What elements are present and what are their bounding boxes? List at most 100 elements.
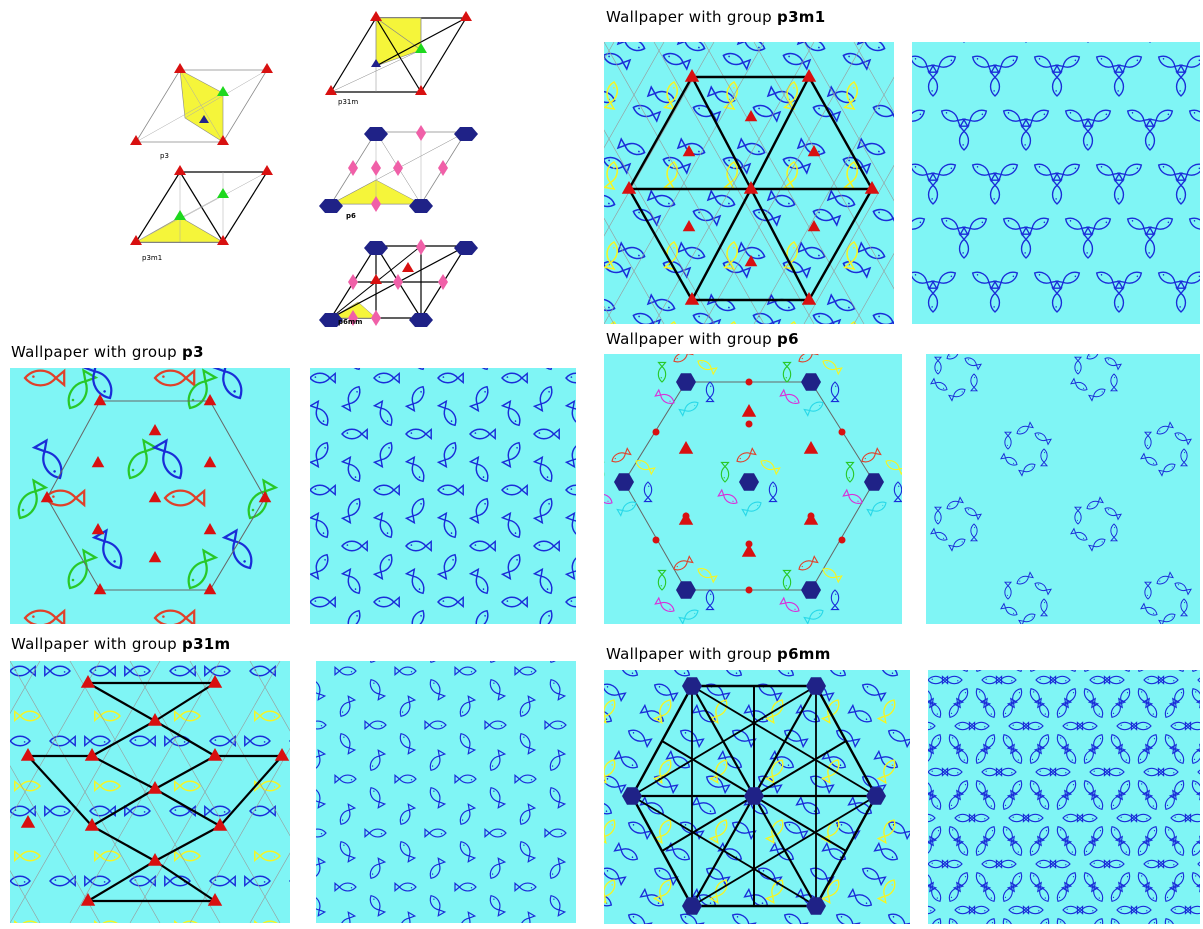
fish-motif xyxy=(484,827,507,839)
fish-motif xyxy=(830,589,840,611)
fish-motif xyxy=(151,438,183,480)
fish-motif xyxy=(948,697,965,718)
fish-motif xyxy=(779,596,800,612)
fish-motif xyxy=(652,879,672,905)
rotation-center-triangle xyxy=(678,441,694,454)
fish-motif xyxy=(940,109,966,129)
rotation-center-hexagon xyxy=(739,473,759,491)
fish-motif xyxy=(394,881,417,893)
fish-motif xyxy=(928,826,942,847)
fish-motif xyxy=(394,665,417,677)
fish-motif xyxy=(928,670,938,672)
fish-motif xyxy=(993,163,1019,183)
fish-motif xyxy=(1089,859,1111,869)
fish-motif xyxy=(1002,109,1028,129)
fish-motif xyxy=(1110,789,1127,810)
fish-motif xyxy=(1088,538,1106,552)
fish-motif xyxy=(697,360,718,376)
fish-motif xyxy=(952,780,969,801)
rotation-center-triangle xyxy=(20,748,36,761)
fish-motif xyxy=(1114,872,1131,893)
fish-motif xyxy=(1029,743,1046,764)
fish-motif xyxy=(316,720,327,730)
fish-motif xyxy=(519,840,537,863)
fish-motif xyxy=(975,872,992,893)
fish-motif xyxy=(373,595,400,609)
fish-motif xyxy=(468,455,489,483)
fish-motif xyxy=(952,670,969,672)
fish-motif xyxy=(44,804,71,818)
rotation-center-triangle xyxy=(91,523,105,535)
fish-motif xyxy=(969,523,979,542)
fish-motif xyxy=(928,721,936,731)
fish-motif xyxy=(971,271,997,291)
fish-motif xyxy=(652,699,672,725)
fish-motif xyxy=(339,732,357,755)
fish-motif xyxy=(405,539,432,553)
fish-motif xyxy=(1060,670,1077,672)
section-title-p31m: Wallpaper with group p31m xyxy=(11,635,230,653)
fish-motif xyxy=(1003,431,1013,450)
fish-motif xyxy=(372,553,393,581)
fish-motif xyxy=(1195,881,1200,902)
fish-motif xyxy=(1170,721,1192,731)
fish-motif xyxy=(979,881,996,902)
fish-motif xyxy=(948,734,965,755)
fish-motif xyxy=(429,678,447,701)
fish-motif xyxy=(941,859,963,869)
cell-diagram-label: p31m xyxy=(338,98,359,106)
fish-motif xyxy=(1060,780,1077,801)
fish-motif xyxy=(928,697,942,718)
fish-motif xyxy=(873,749,899,769)
pattern-p31m-annotated xyxy=(10,661,290,923)
fish-motif xyxy=(1033,734,1050,755)
fish-motif xyxy=(500,441,521,469)
fish-motif xyxy=(1083,670,1100,672)
fish-motif xyxy=(705,683,731,703)
fish-motif xyxy=(1064,109,1090,129)
fish-motif xyxy=(1195,734,1200,755)
fish-motif xyxy=(1039,598,1049,617)
fish-motif xyxy=(1179,448,1189,467)
fish-motif xyxy=(339,803,357,826)
rotation-center-dot xyxy=(838,428,846,436)
fish-motif xyxy=(616,241,646,260)
fish-motif xyxy=(876,699,896,725)
fish-motif xyxy=(1056,881,1073,902)
fish-motif xyxy=(1076,721,1098,731)
fish-motif xyxy=(1141,881,1158,902)
fish-motif xyxy=(1157,767,1179,777)
fish-motif xyxy=(979,697,996,718)
fish-motif xyxy=(604,699,616,725)
fish-motif xyxy=(437,371,464,385)
fish-motif xyxy=(10,735,31,747)
rotation-center-dot xyxy=(838,536,846,544)
fish-motif xyxy=(459,911,477,923)
fish-motif xyxy=(1055,271,1081,291)
fish-motif xyxy=(1137,670,1154,672)
fish-motif xyxy=(931,163,957,183)
fish-motif xyxy=(803,401,824,417)
rotation-center-triangle xyxy=(207,675,223,688)
fish-motif xyxy=(1157,163,1183,183)
rotation-center-triangle xyxy=(741,404,757,417)
rotation-center-triangle xyxy=(212,818,228,831)
fish-motif xyxy=(782,52,812,71)
fish-motif xyxy=(1002,826,1019,847)
fish-motif xyxy=(676,241,706,260)
fish-motif xyxy=(372,441,393,469)
fish-motif xyxy=(153,368,196,388)
fish-motif xyxy=(604,879,616,905)
fish-motif xyxy=(81,368,113,400)
fish-motif xyxy=(803,609,824,624)
fish-motif xyxy=(1086,109,1112,129)
fish-motif xyxy=(948,918,965,924)
fish-motif xyxy=(339,840,357,863)
fish-motif xyxy=(1197,677,1200,683)
fish-motif xyxy=(316,678,327,701)
fish-motif xyxy=(1056,697,1073,718)
fish-motif xyxy=(67,368,99,410)
fish-motif xyxy=(1184,721,1200,731)
pattern-p3m1-plain xyxy=(912,42,1200,324)
fish-motif xyxy=(981,675,1003,685)
